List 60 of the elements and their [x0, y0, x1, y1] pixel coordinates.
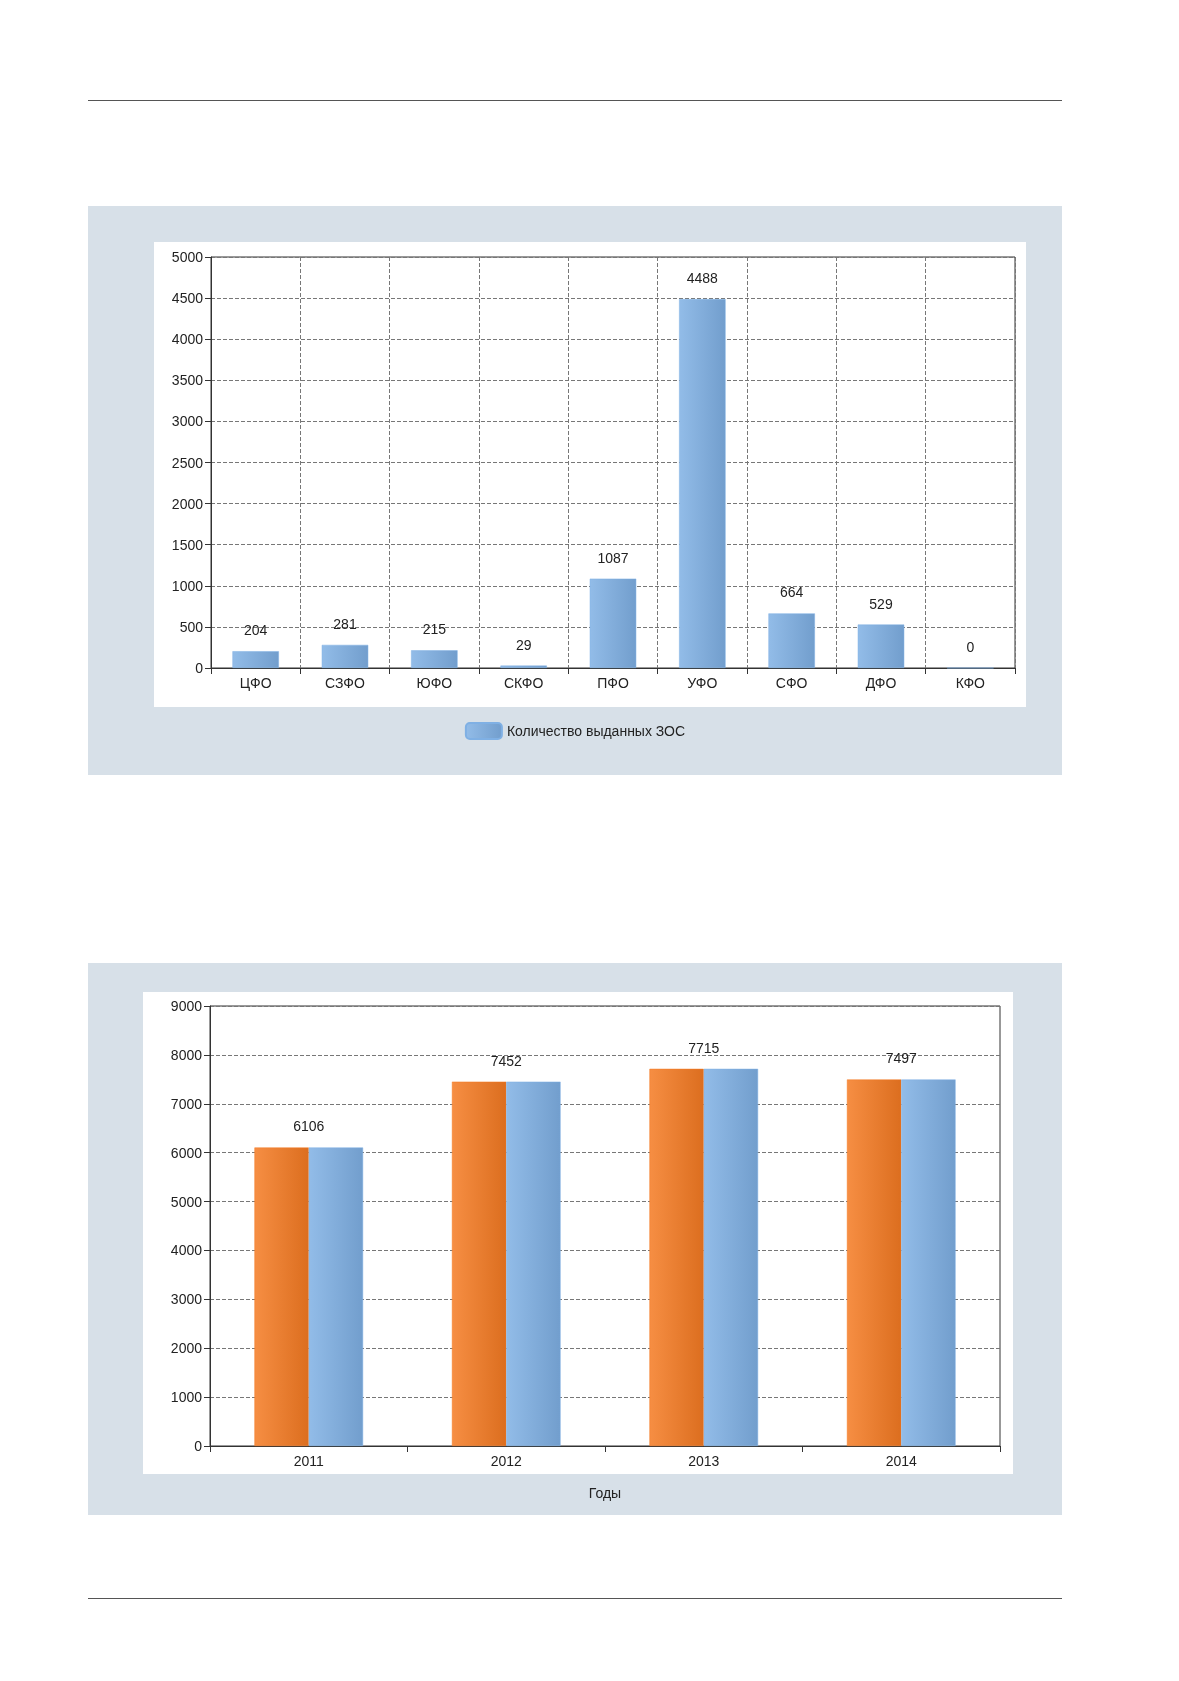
y-tick-label: 4000	[171, 331, 204, 348]
x-tick-label: 2013	[688, 1453, 720, 1469]
y-tick-label: 0	[194, 1438, 203, 1454]
bar	[506, 1081, 561, 1446]
bar	[308, 1147, 364, 1446]
x-tick-label: 2012	[490, 1453, 523, 1469]
bar	[254, 1147, 309, 1446]
x-tick-label: ЮФО	[416, 675, 453, 691]
y-tick-label: 6000	[170, 1144, 203, 1161]
y-tick-label: 7000	[170, 1095, 203, 1112]
x-tick-label: 2014	[885, 1453, 918, 1469]
x-tick-label: СЗФО	[325, 675, 365, 691]
bar	[846, 1079, 902, 1446]
x-tick-label: 2011	[293, 1453, 325, 1469]
y-tick-label: 3000	[170, 1291, 203, 1308]
data-label: 664	[779, 584, 804, 601]
bar	[857, 624, 905, 668]
y-tick-label: 4500	[171, 290, 204, 307]
y-tick-label: 5000	[170, 1193, 203, 1210]
bar	[649, 1068, 704, 1446]
bar	[451, 1081, 507, 1446]
y-tick-label: 1000	[170, 1389, 203, 1406]
y-tick-label: 9000	[170, 998, 203, 1014]
x-tick-label: ДФО	[865, 675, 897, 691]
y-tick-label: 2000	[171, 495, 204, 512]
data-label: 0	[966, 638, 975, 655]
y-tick-label: 8000	[170, 1046, 203, 1063]
x-tick-label: ЦФО	[239, 675, 272, 691]
y-tick-label: 5000	[171, 249, 204, 265]
x-tick-label: ПФО	[597, 675, 629, 691]
data-label: 529	[869, 595, 893, 612]
y-tick-label: 1500	[171, 536, 204, 553]
x-tick-label: СКФО	[504, 675, 544, 691]
x-axis-title: Годы	[588, 1485, 622, 1501]
annotation: 6106	[293, 1118, 325, 1135]
x-tick-label: СФО	[775, 675, 808, 691]
bar	[768, 613, 815, 668]
data-label: 29	[515, 636, 532, 653]
x-tick-label: УФО	[687, 675, 718, 691]
bar	[703, 1068, 759, 1446]
bar	[589, 578, 637, 668]
y-tick-label: 500	[179, 618, 204, 635]
y-tick-label: 4000	[170, 1242, 203, 1259]
bar	[232, 651, 279, 668]
y-tick-label: 3000	[171, 413, 204, 430]
bar	[679, 299, 726, 668]
y-tick-label: 2500	[171, 454, 204, 471]
legend-label: Количество выданных ЗОС	[506, 723, 686, 739]
y-tick-label: 0	[195, 660, 204, 676]
y-tick-label: 3500	[171, 372, 204, 389]
annotation: 7715	[688, 1039, 720, 1056]
data-label: 1087	[597, 549, 629, 566]
bar	[901, 1079, 956, 1446]
bar	[321, 644, 369, 668]
y-tick-label: 2000	[170, 1340, 203, 1357]
y-tick-label: 1000	[171, 577, 204, 594]
x-tick-label: КФО	[955, 675, 986, 691]
annotation: 7452	[490, 1052, 523, 1069]
data-label: 4488	[686, 270, 719, 287]
bar	[411, 650, 458, 668]
